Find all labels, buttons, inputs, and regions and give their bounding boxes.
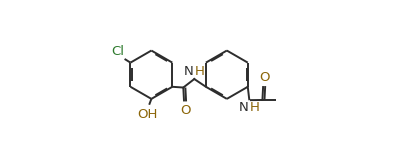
Text: OH: OH — [137, 108, 158, 121]
Text: Cl: Cl — [111, 45, 124, 58]
Text: O: O — [180, 104, 190, 117]
Text: H: H — [250, 101, 260, 114]
Text: N: N — [239, 101, 249, 114]
Text: H: H — [195, 65, 205, 78]
Text: N: N — [184, 65, 194, 78]
Text: O: O — [259, 71, 269, 84]
